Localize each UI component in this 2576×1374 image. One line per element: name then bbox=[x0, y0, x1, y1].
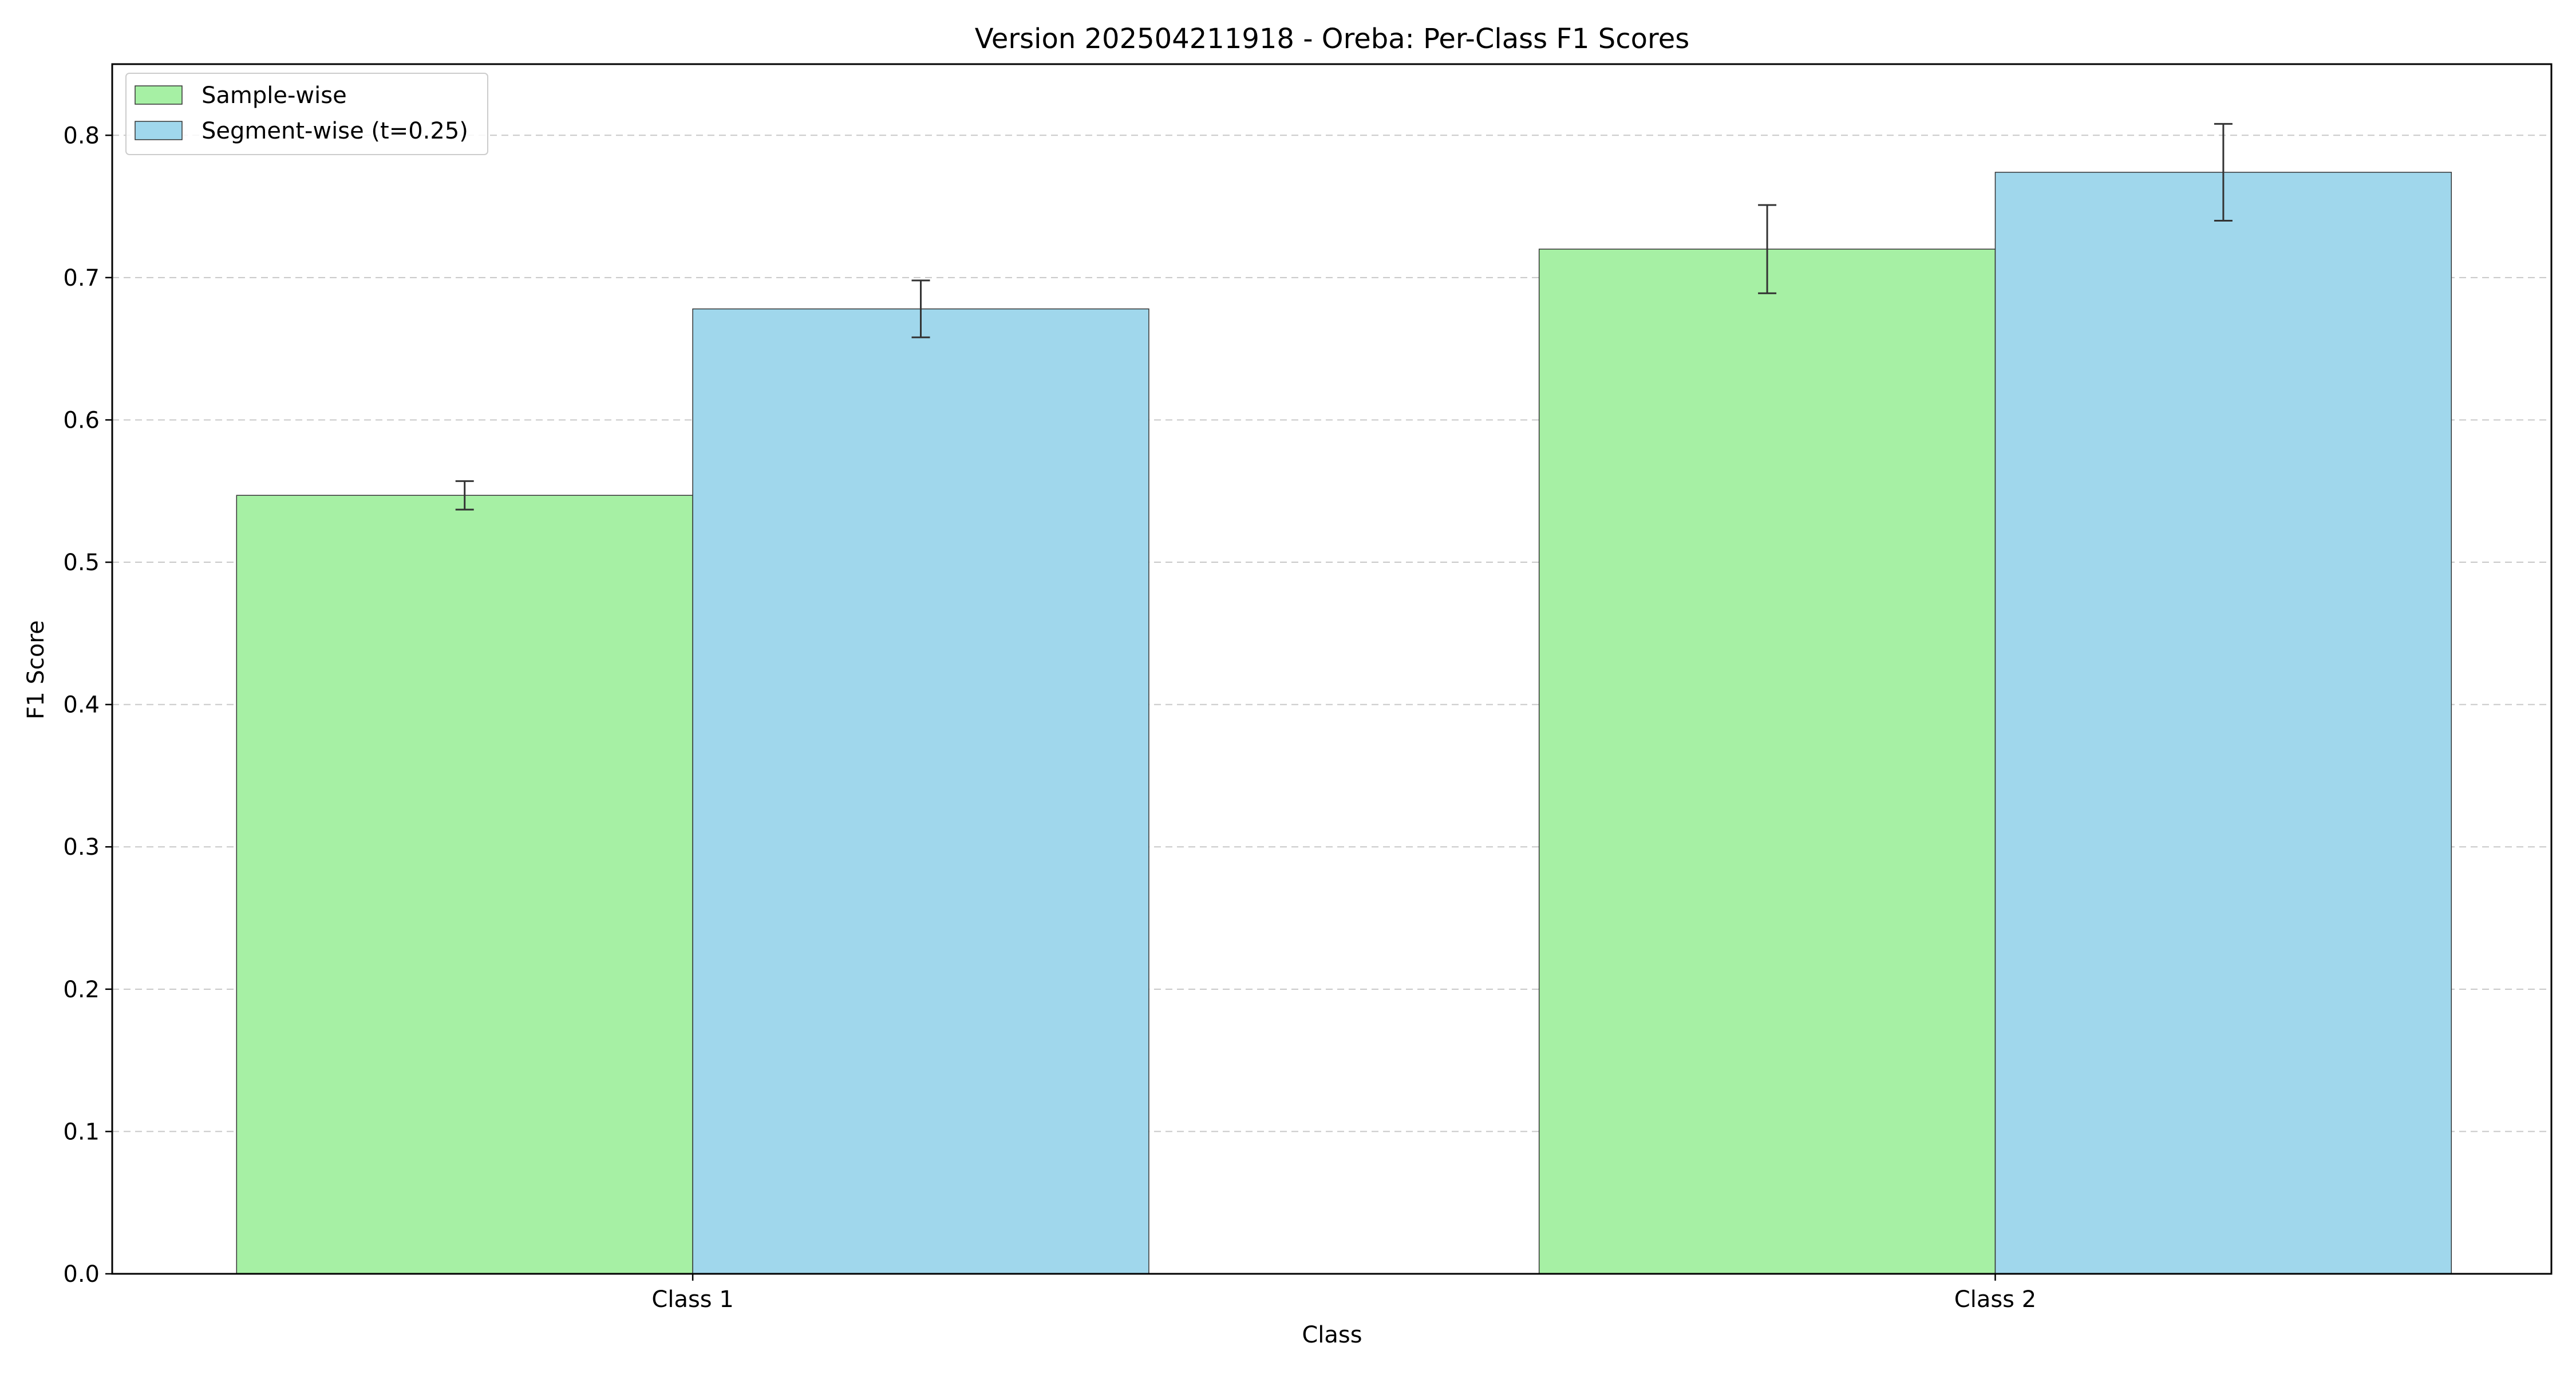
x-axis-label: Class bbox=[1302, 1322, 1362, 1348]
y-tick-label: 0.4 bbox=[63, 692, 100, 718]
bar-segment-wise-class-1 bbox=[692, 308, 1149, 1274]
legend-swatch-segment-wise bbox=[135, 121, 183, 140]
error-bars bbox=[455, 123, 2233, 511]
legend-label-segment-wise: Segment-wise (t=0.25) bbox=[202, 118, 468, 144]
chart-title: Version 202504211918 - Oreba: Per-Class … bbox=[975, 23, 1690, 55]
bar-segment-wise-class-2 bbox=[1994, 172, 2452, 1274]
y-tick-label: 0.2 bbox=[63, 977, 100, 1003]
y-tick-label: 0.5 bbox=[63, 550, 100, 576]
y-tick-label: 0.7 bbox=[63, 265, 100, 291]
x-axis-ticks: Class 1 Class 2 bbox=[651, 1274, 2036, 1313]
y-tick-label: 0.8 bbox=[63, 123, 100, 149]
y-tick-label: 0.3 bbox=[63, 834, 100, 860]
x-tick-label: Class 1 bbox=[651, 1286, 733, 1313]
y-tick-label: 0.1 bbox=[63, 1119, 100, 1145]
x-tick-label: Class 2 bbox=[1954, 1286, 2036, 1313]
legend-box bbox=[125, 73, 488, 155]
bar-sample-wise-class-2 bbox=[1538, 248, 1996, 1274]
y-axis-label: F1 Score bbox=[23, 620, 49, 719]
bar-sample-wise-class-1 bbox=[236, 495, 693, 1274]
y-axis-ticks: 0.0 0.1 0.2 0.3 0.4 0.5 0.6 0.7 0.8 bbox=[63, 123, 112, 1288]
plot-frame bbox=[111, 63, 2553, 1275]
bars bbox=[236, 172, 2452, 1274]
legend: Sample-wise Segment-wise (t=0.25) bbox=[125, 73, 488, 155]
y-tick-label: 0.0 bbox=[63, 1261, 100, 1288]
legend-swatch-sample-wise bbox=[135, 85, 183, 105]
y-tick-label: 0.6 bbox=[63, 407, 100, 433]
legend-label-sample-wise: Sample-wise bbox=[202, 82, 347, 109]
